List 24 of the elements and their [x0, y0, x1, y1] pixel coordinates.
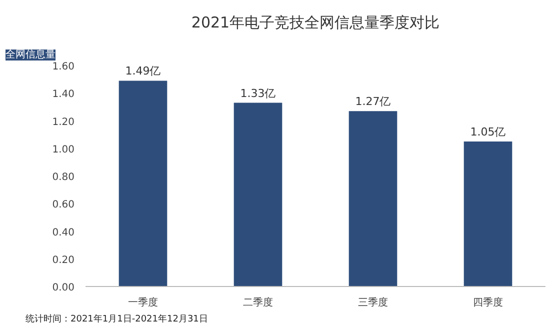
y-tick-label: 0.20: [52, 254, 74, 266]
y-tick-label: 0.00: [52, 282, 74, 294]
data-label: 1.05亿: [470, 125, 506, 138]
bar: [234, 102, 282, 286]
y-tick-label: 1.40: [52, 89, 74, 100]
x-tick-label: 二季度: [243, 296, 273, 308]
y-tick-label: 1.00: [52, 144, 74, 156]
text: 统计时间：2021年1月1日-2021年12月31日: [26, 314, 208, 324]
data-label: 1.49亿: [125, 64, 161, 78]
x-tick-label: 四季度: [473, 296, 503, 308]
y-tick-label: 1.60: [52, 62, 74, 72]
data-label: 1.33亿: [240, 86, 276, 100]
x-tick-label: 三季度: [358, 296, 388, 308]
chart-title: 2021年电子竞技全网信息量季度对比: [191, 14, 440, 32]
bar: [464, 141, 512, 286]
bar: [118, 80, 168, 286]
bar: [348, 111, 398, 286]
y-tick-label: 0.40: [52, 227, 74, 238]
x-tick-label: 一季度: [128, 296, 158, 308]
y-tick-label: 0.60: [52, 200, 74, 211]
y-tick-label: 1.20: [52, 116, 74, 128]
data-label: 1.27亿: [355, 95, 391, 108]
text: 全网信息量: [6, 48, 56, 60]
y-tick-label: 0.80: [52, 172, 74, 183]
